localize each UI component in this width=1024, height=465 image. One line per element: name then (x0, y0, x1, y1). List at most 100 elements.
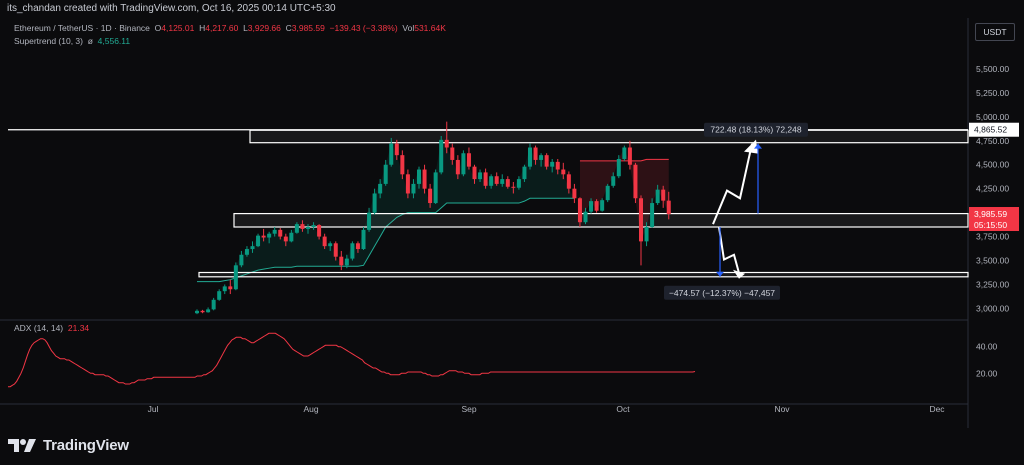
candle-body (661, 189, 666, 201)
candle-body (489, 176, 494, 186)
candle-body (344, 258, 349, 266)
y-tick-label-5: 4,250.00 (976, 184, 1009, 194)
currency-button[interactable]: USDT (975, 23, 1015, 41)
candle-body (372, 193, 377, 213)
candle-body (211, 299, 216, 310)
x-tick-label-4: Nov (774, 404, 790, 414)
open-value: 4,125.01 (161, 23, 195, 33)
candle-body (633, 164, 638, 199)
last-price-tag: 3,985.59 (974, 209, 1007, 219)
candle-body (594, 201, 599, 211)
candle-body (577, 198, 582, 223)
adx-legend[interactable]: ADX (14, 14) 21.34 (14, 323, 89, 333)
candle-body (411, 183, 416, 194)
y-tick-label-0: 5,500.00 (976, 64, 1009, 74)
close-value: 3,985.59 (291, 23, 325, 33)
candle-body (306, 227, 310, 229)
resistance-price-tag-bg (969, 122, 1019, 137)
candle-body (522, 166, 527, 180)
candle-body (444, 139, 449, 148)
candle-body (272, 229, 277, 234)
candle-body (217, 291, 222, 300)
candle-body (644, 227, 649, 242)
supertrend-up-fill (197, 139, 575, 313)
adx-value: 21.34 (67, 323, 90, 333)
candle-body (383, 164, 388, 184)
candle-body (350, 243, 355, 259)
candle-body (417, 169, 421, 184)
candle-body (528, 147, 532, 167)
x-tick-label-0: Jul (148, 404, 159, 414)
candle-body (244, 249, 249, 255)
x-tick-label-3: Oct (616, 404, 630, 414)
candle-body (611, 176, 616, 186)
change-value: −139.43 (−3.38%) (329, 23, 398, 33)
x-tick-label-2: Sep (461, 404, 476, 414)
countdown-tag: 05:15:50 (974, 220, 1007, 230)
last-price-tag-bg (969, 207, 1019, 232)
candle-body (450, 147, 455, 160)
adx-tick-label-0: 40.00 (976, 342, 998, 352)
candle-body (516, 179, 521, 188)
tradingview-logo-text: TradingView (43, 436, 129, 454)
adx-name: ADX (14, 14) (14, 323, 64, 333)
indicator-name: Supertrend (10, 3) (14, 36, 83, 46)
candle-body (233, 265, 238, 290)
support-resistance-zone-1 (233, 212, 969, 228)
candle-body (311, 225, 316, 227)
symbol-legend: Ethereum / TetherUS · 1D · Binance O4,12… (14, 23, 446, 33)
adx-line (8, 332, 696, 388)
x-tick-label-1: Aug (303, 404, 318, 414)
candle-body (422, 169, 427, 189)
measure-up-label-bg (704, 122, 808, 137)
candle-body (455, 159, 460, 175)
projection-up-path (712, 143, 753, 225)
candle-body (228, 286, 233, 290)
candle-body (622, 147, 627, 159)
candle-body (428, 188, 433, 204)
candle-body (283, 236, 288, 242)
y-tick-label-1: 5,250.00 (976, 88, 1009, 98)
candle-body (355, 243, 360, 250)
credit-text: its_chandan created with TradingView.com… (7, 3, 336, 14)
candle-body (461, 153, 466, 175)
candle-body (289, 232, 294, 242)
high-value: 4,217.60 (205, 23, 239, 33)
candle-body (655, 189, 660, 204)
resistance-price-tag: 4,865.52 (974, 125, 1007, 135)
candle-body (466, 153, 471, 167)
tradingview-logo: TradingView (8, 435, 129, 455)
symbol-name[interactable]: Ethereum / TetherUS · 1D · Binance (14, 23, 150, 33)
support-resistance-zone-0 (249, 129, 969, 144)
low-value: 3,929.66 (247, 23, 281, 33)
y-tick-label-2: 5,000.00 (976, 112, 1009, 122)
candle-body (439, 139, 444, 173)
candle-body (478, 172, 483, 180)
supertrend-down-fill (579, 147, 669, 242)
candle-body (261, 235, 266, 238)
candle-body (639, 198, 643, 242)
top-bar: its_chandan created with TradingView.com… (0, 0, 1024, 18)
candle-body (294, 224, 299, 233)
candle-body (616, 158, 621, 177)
y-tick-label-4: 4,500.00 (976, 160, 1009, 170)
candle-body (400, 155, 405, 175)
candle-body (539, 155, 544, 160)
candle-body (650, 203, 655, 227)
candle-body (472, 166, 477, 180)
measure-down-arrowhead (716, 271, 724, 277)
candle-body (605, 185, 610, 201)
close-label: C (285, 23, 292, 33)
candle-body (239, 254, 244, 266)
candle-body (583, 211, 588, 223)
candle-body (533, 147, 538, 160)
candle-body (572, 188, 577, 199)
candle-body (333, 243, 338, 257)
candle-body (389, 143, 394, 165)
candle-body (433, 172, 438, 204)
projection-up-arrowhead (744, 139, 758, 154)
candle-body (378, 183, 383, 194)
indicator-legend[interactable]: Supertrend (10, 3) ø 4,556.11 (14, 36, 130, 46)
candle-body (222, 286, 227, 292)
